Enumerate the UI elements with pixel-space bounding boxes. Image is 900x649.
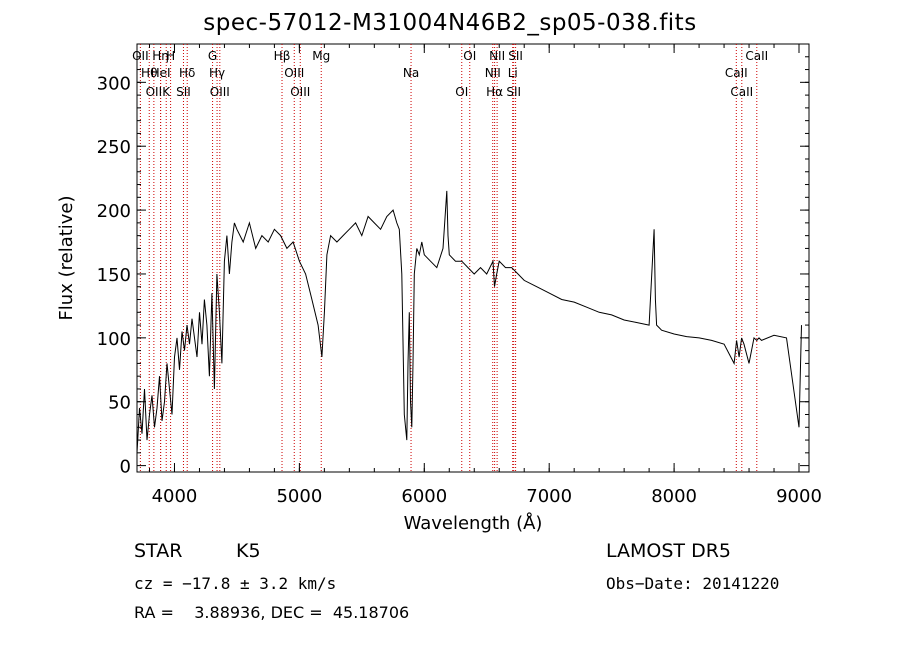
object-class: STAR bbox=[134, 540, 183, 562]
x-tick-label-5: 9000 bbox=[776, 486, 822, 507]
line-label-24: SII bbox=[508, 49, 523, 63]
line-label-25: CaII bbox=[725, 66, 748, 80]
plot-frame bbox=[136, 43, 810, 473]
line-label-16: Na bbox=[403, 66, 419, 80]
x-tick-label-0: 4000 bbox=[152, 486, 198, 507]
survey-label: LAMOST DR5 bbox=[606, 540, 731, 562]
line-label-23: SII bbox=[506, 85, 521, 99]
line-label-20: Hα bbox=[486, 85, 503, 99]
y-axis-label: Flux (relative) bbox=[56, 195, 77, 320]
line-label-0: OII bbox=[132, 49, 149, 63]
line-label-17: OI bbox=[455, 85, 468, 99]
x-tick-label-1: 5000 bbox=[276, 486, 322, 507]
x-tick-label-4: 8000 bbox=[651, 486, 697, 507]
line-label-10: Hγ bbox=[209, 66, 225, 80]
y-tick-label-3: 150 bbox=[97, 265, 131, 286]
line-label-19: NII bbox=[485, 66, 501, 80]
y-tick-label-5: 250 bbox=[97, 137, 131, 158]
cz-value: cz = −17.8 ± 3.2 km/s bbox=[134, 574, 337, 593]
y-tick-label-1: 50 bbox=[108, 393, 131, 414]
line-label-13: OIII bbox=[284, 66, 304, 80]
line-label-9: G bbox=[208, 49, 217, 63]
ra-dec: RA = 3.88936, DEC = 45.18706 bbox=[134, 603, 410, 622]
line-label-8: SII bbox=[176, 85, 191, 99]
line-label-7: Hδ bbox=[179, 66, 195, 80]
y-tick-label-6: 300 bbox=[97, 73, 131, 94]
spectrum-line bbox=[136, 190, 802, 453]
x-axis-label: Wavelength (Å) bbox=[404, 512, 543, 534]
object-subclass: K5 bbox=[236, 540, 261, 562]
y-tick-label-0: 0 bbox=[120, 457, 131, 478]
line-label-15: Mg bbox=[312, 49, 330, 63]
line-label-4: HeI bbox=[151, 66, 171, 80]
y-tick-label-4: 200 bbox=[97, 201, 131, 222]
line-label-26: CaII bbox=[730, 85, 753, 99]
x-tick-label-2: 6000 bbox=[401, 486, 447, 507]
line-label-18: OI bbox=[463, 49, 476, 63]
line-label-5: K bbox=[162, 85, 171, 99]
line-label-11: OIII bbox=[210, 85, 230, 99]
line-label-21: NII bbox=[489, 49, 505, 63]
obs-date: Obs−Date: 20141220 bbox=[606, 574, 780, 593]
line-label-12: Hβ bbox=[274, 49, 291, 63]
y-tick-label-2: 100 bbox=[97, 329, 131, 350]
line-label-22: Li bbox=[508, 66, 518, 80]
line-label-1: Hθ bbox=[141, 66, 157, 80]
line-label-27: CaII bbox=[745, 49, 768, 63]
x-tick-label-3: 7000 bbox=[526, 486, 572, 507]
line-label-14: OIII bbox=[290, 85, 310, 99]
line-label-2: OII bbox=[146, 85, 163, 99]
line-label-6: H bbox=[166, 49, 175, 63]
line-label-3: Hη bbox=[152, 49, 169, 63]
chart-title: spec-57012-M31004N46B2_sp05-038.fits bbox=[203, 10, 697, 36]
